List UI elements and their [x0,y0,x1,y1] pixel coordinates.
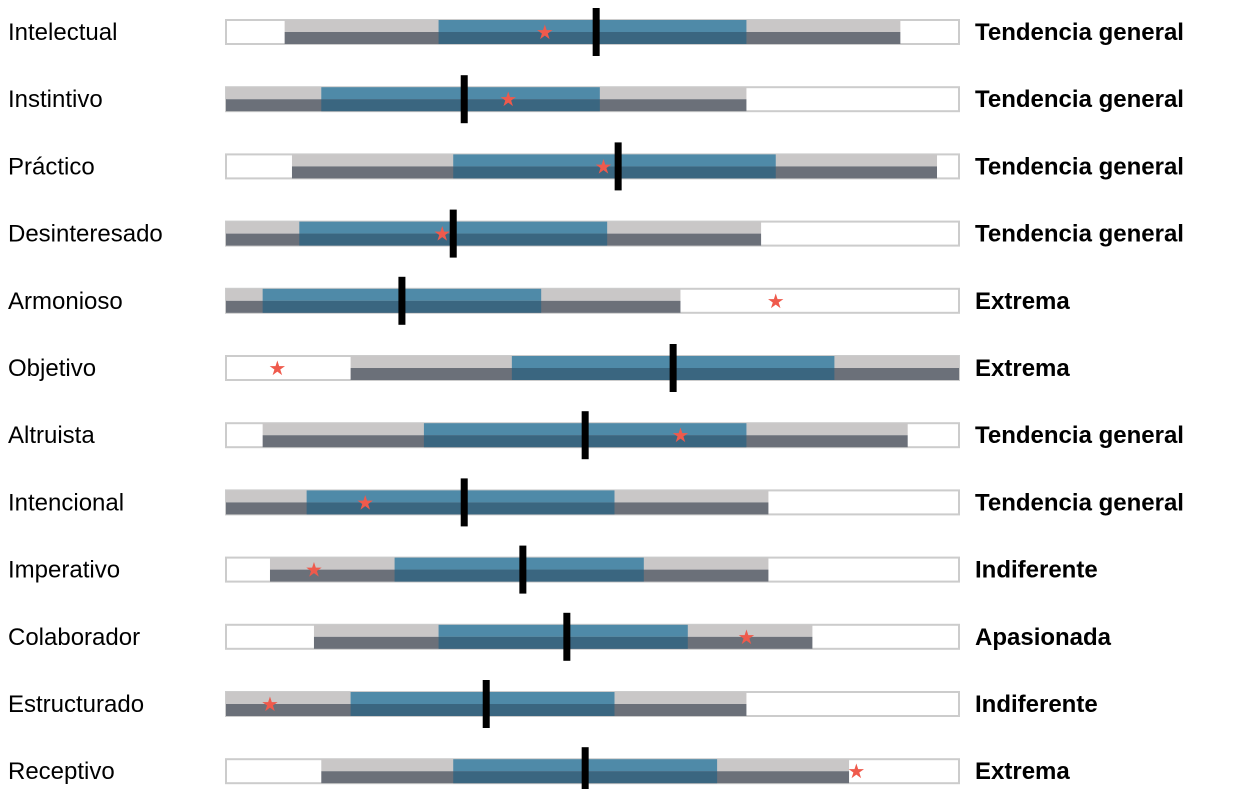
value-marker [563,612,571,661]
bullet-row: Instintivo ★ Tendencia general [8,75,1184,124]
value-marker [669,344,677,392]
row-label: Intelectual [8,19,117,46]
bullet-row: Práctico ★ Tendencia general [8,142,1184,191]
value-marker [449,209,457,258]
value-marker [614,142,622,191]
value-marker [482,680,490,728]
row-label: Práctico [8,153,95,180]
core-band-top [394,557,644,570]
star-marker: ★ [268,356,286,380]
bullet-row: Intelectual ★ Tendencia general [8,8,1184,56]
status-label: Tendencia general [975,19,1184,46]
star-marker: ★ [595,154,613,178]
bullet-row: Imperativo ★ Indiferente [8,545,1098,594]
value-marker [460,75,468,124]
core-band-bottom [394,569,644,582]
star-marker: ★ [536,20,554,44]
core-band-top [438,624,688,637]
row-label: Altruista [8,422,95,449]
star-marker: ★ [847,759,865,783]
star-marker: ★ [305,558,323,582]
row-label: Receptivo [8,758,115,785]
core-band-bottom [306,502,615,515]
core-band-top [321,87,600,100]
row-label: Colaborador [8,624,140,651]
bullet-row: Receptivo ★ Extrema [8,747,1070,789]
status-label: Apasionada [975,624,1112,651]
value-marker [460,478,468,527]
star-marker: ★ [433,222,451,246]
value-marker [519,545,527,594]
star-marker: ★ [356,490,374,514]
bullet-row: Estructurado ★ Indiferente [8,680,1098,728]
status-label: Indiferente [975,691,1098,718]
star-marker: ★ [737,625,755,649]
status-label: Tendencia general [975,86,1184,113]
row-label: Objetivo [8,355,96,382]
value-marker [581,747,589,789]
core-band-top [453,154,776,167]
core-band-bottom [438,636,688,649]
bullet-row: Intencional ★ Tendencia general [8,478,1184,527]
value-marker [581,411,589,460]
bullet-row: Objetivo ★ Extrema [8,344,1070,392]
status-label: Extrema [975,288,1070,315]
value-marker [398,276,406,325]
core-band-top [350,692,615,704]
star-marker: ★ [261,692,279,716]
core-band-top [306,490,615,503]
row-label: Desinteresado [8,221,163,248]
row-label: Estructurado [8,691,144,718]
core-band-bottom [321,99,600,112]
row-label: Armonioso [8,288,123,315]
status-label: Tendencia general [975,489,1184,516]
status-label: Tendencia general [975,221,1184,248]
core-band-bottom [350,704,615,716]
star-marker: ★ [499,87,517,111]
status-label: Indiferente [975,557,1098,584]
status-label: Extrema [975,758,1070,785]
core-band-top [438,20,747,32]
bullet-row: Armonioso ★ Extrema [8,276,1070,325]
bullet-row: Altruista ★ Tendencia general [8,411,1184,460]
status-label: Tendencia general [975,153,1184,180]
row-label: Imperativo [8,557,120,584]
star-marker: ★ [767,289,785,313]
core-band-bottom [453,166,776,179]
bullet-row: Desinteresado ★ Tendencia general [8,209,1184,258]
row-label: Instintivo [8,86,103,113]
bullet-row: Colaborador ★ Apasionada [8,612,1112,661]
status-label: Extrema [975,355,1070,382]
row-label: Intencional [8,489,124,516]
value-marker [592,8,600,56]
core-band-bottom [438,32,747,44]
star-marker: ★ [671,423,689,447]
status-label: Tendencia general [975,422,1184,449]
